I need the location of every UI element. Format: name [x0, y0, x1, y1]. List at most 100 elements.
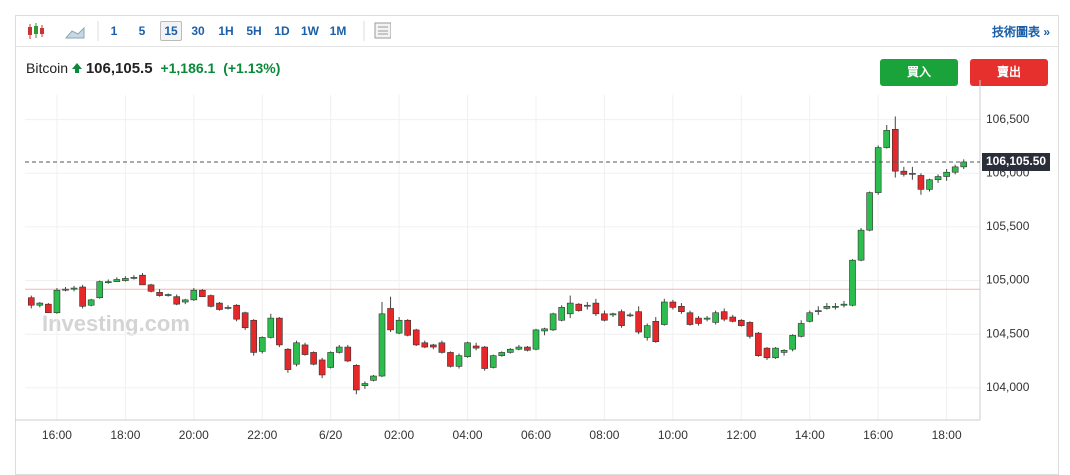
candle-body	[789, 334, 796, 350]
candle-body	[318, 359, 326, 376]
candle-body	[900, 170, 908, 175]
candle-body	[27, 297, 35, 306]
x-tick-label: 02:00	[384, 428, 414, 442]
quote-header: Bitcoin 106,105.5 +1,186.1 (+1.13%)	[26, 60, 280, 77]
interval-button[interactable]: 30	[191, 24, 205, 38]
candle-body	[361, 383, 369, 386]
candle-body	[164, 294, 172, 296]
candle-body	[592, 302, 600, 315]
candle-body	[421, 342, 429, 348]
candle-body	[190, 289, 198, 301]
candle-body	[79, 286, 86, 307]
interval-button[interactable]: 1H	[218, 24, 234, 38]
x-tick-label: 04:00	[453, 428, 483, 442]
interval-button[interactable]: 5H	[246, 24, 262, 38]
candle-body	[284, 348, 292, 370]
candle-body	[541, 328, 548, 332]
candle-body	[199, 289, 206, 297]
candle-body	[515, 346, 523, 350]
x-tick-label: 22:00	[247, 428, 277, 442]
candle-body	[173, 296, 181, 305]
asset-name: Bitcoin	[26, 60, 69, 76]
candle-body	[455, 355, 463, 367]
candle-body	[181, 299, 189, 303]
chart: Investing.com 104,000 104,500 105,000 105,5…	[15, 80, 1050, 442]
candle-body	[951, 166, 959, 173]
candle-body	[293, 342, 300, 365]
candle-body	[370, 375, 377, 381]
settings-icon[interactable]	[361, 16, 391, 46]
candle-body	[883, 130, 891, 148]
price: 106,105.5	[85, 60, 153, 77]
x-tick-label: 6/20	[319, 428, 343, 442]
candle-body	[147, 284, 155, 292]
toolbar-icons	[28, 21, 99, 41]
candle-body	[276, 317, 283, 346]
candle-body	[258, 337, 266, 352]
candle-icon[interactable]	[28, 23, 44, 39]
candle-body	[857, 229, 865, 261]
candle-body	[686, 312, 694, 325]
interval-button[interactable]: 1M	[329, 24, 347, 38]
candle-body	[849, 259, 856, 306]
candle-body	[703, 317, 711, 320]
area-icon[interactable]	[64, 26, 85, 39]
candle-body	[891, 129, 899, 172]
candle-body	[678, 306, 685, 312]
y-tick-label: 104,500	[986, 326, 1030, 340]
candle-body	[395, 319, 403, 334]
candle-body	[498, 352, 506, 356]
y-tick-label: 105,500	[986, 219, 1030, 233]
x-tick-label: 18:00	[110, 428, 140, 442]
candle-body	[241, 312, 249, 329]
candle-body	[113, 279, 121, 282]
candle-body	[438, 342, 446, 353]
candle-body	[806, 312, 814, 322]
candle-body	[412, 329, 420, 346]
candle-body	[763, 347, 771, 359]
x-tick-label: 06:00	[521, 428, 551, 442]
candle-body	[344, 346, 352, 362]
candle-body	[729, 316, 737, 322]
candle-body	[618, 311, 625, 326]
candle-body	[139, 274, 146, 286]
candle-body	[335, 346, 343, 353]
candle-body	[404, 319, 411, 336]
x-tick-label: 20:00	[179, 428, 209, 442]
candle-body	[635, 311, 642, 333]
interval-button[interactable]: 1W	[301, 24, 319, 38]
candle-body	[507, 348, 514, 353]
interval-button[interactable]: 5	[138, 24, 146, 38]
candle-body	[566, 302, 574, 315]
candle-body	[53, 289, 61, 314]
candle-body	[378, 313, 386, 377]
candle-body	[780, 349, 788, 353]
x-tick-label: 08:00	[589, 428, 619, 442]
candle-body	[62, 288, 69, 291]
candle-body	[70, 287, 78, 290]
candle-body	[874, 147, 882, 193]
candle-body	[216, 302, 223, 310]
candle-body	[661, 301, 668, 325]
interval-button[interactable]: 1	[110, 24, 118, 38]
buy-button[interactable]: 買入	[880, 59, 958, 86]
page: 1 5 15 30 1H 5H 1D 1W 1M 技術圖表 » Bitcoin 106,105.…	[15, 15, 1059, 475]
tech-chart-link[interactable]: 技術圖表 »	[991, 25, 1050, 39]
candle-body	[960, 161, 968, 168]
x-tick-label: 12:00	[726, 428, 756, 442]
candle-body	[584, 304, 591, 307]
candle-body	[447, 352, 454, 367]
y-tick-label: 104,000	[986, 380, 1030, 394]
candle-body	[772, 347, 779, 359]
interval-button[interactable]: 1D	[274, 24, 290, 38]
sell-button[interactable]: 賣出	[970, 59, 1048, 86]
candle-body	[755, 332, 762, 356]
toolbar: 1 5 15 30 1H 5H 1D 1W 1M 技術圖表 »	[16, 16, 1058, 47]
candle-body	[652, 321, 660, 342]
candle-body	[814, 310, 822, 312]
candle-body	[250, 319, 257, 353]
candle-body	[96, 281, 104, 299]
candle-body	[934, 176, 942, 181]
candle-body	[926, 179, 933, 190]
interval-button[interactable]: 15	[160, 21, 182, 41]
